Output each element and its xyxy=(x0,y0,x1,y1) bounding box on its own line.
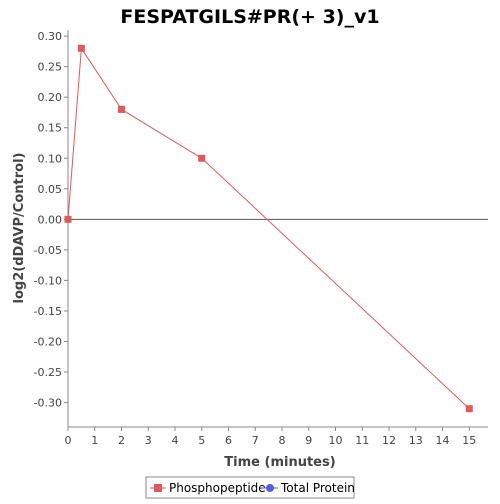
y-tick-label: -0.05 xyxy=(34,244,62,257)
y-tick-label: -0.10 xyxy=(34,274,62,287)
x-tick-label: 11 xyxy=(355,434,369,447)
chart-title: FESPATGILS#PR(+ 3)_v1 xyxy=(120,6,379,28)
series-layer xyxy=(64,44,473,413)
x-tick-label: 3 xyxy=(145,434,152,447)
x-tick-label: 13 xyxy=(409,434,423,447)
legend-label-phosphopeptide: Phosphopeptide xyxy=(169,481,266,495)
y-tick-label: 0.15 xyxy=(38,122,63,135)
legend-box xyxy=(145,476,355,499)
x-tick-label: 8 xyxy=(279,434,286,447)
legend: Phosphopeptide Total Protein xyxy=(145,476,355,499)
x-tick-label: 5 xyxy=(198,434,205,447)
data-point xyxy=(64,215,72,223)
x-tick-label: 1 xyxy=(91,434,98,447)
legend-marker-square xyxy=(154,484,162,492)
y-tick-label: 0.00 xyxy=(38,213,63,226)
legend-item-phosphopeptide: Phosphopeptide xyxy=(150,481,266,495)
data-point xyxy=(118,105,126,113)
data-point xyxy=(465,405,473,413)
data-point xyxy=(198,154,206,162)
y-tick-label: -0.15 xyxy=(34,305,62,318)
legend-label-total-protein: Total Protein xyxy=(280,481,355,495)
x-tick-label: 12 xyxy=(382,434,396,447)
x-tick-label: 2 xyxy=(118,434,125,447)
y-tick-label: 0.05 xyxy=(38,183,63,196)
x-axis-label: Time (minutes) xyxy=(224,455,335,470)
x-tick-label: 4 xyxy=(172,434,179,447)
x-axis-ticks: 0 1 2 3 4 5 6 7 8 9 10 11 12 13 14 15 xyxy=(65,427,476,447)
y-axis-ticks: 0.30 0.25 0.20 0.15 0.10 0.05 0.00 -0.05 -0.10 -0… xyxy=(34,30,68,410)
data-point xyxy=(77,44,85,52)
x-tick-label: 15 xyxy=(462,434,476,447)
y-tick-label: 0.10 xyxy=(38,152,63,165)
y-tick-label: -0.20 xyxy=(34,335,62,348)
y-tick-label: 0.20 xyxy=(38,91,63,104)
y-tick-label: 0.30 xyxy=(38,30,63,43)
x-tick-label: 7 xyxy=(252,434,259,447)
y-axis-label: log2(dDAVP/Control) xyxy=(12,153,27,304)
y-tick-label: -0.30 xyxy=(34,397,62,410)
legend-marker-circle xyxy=(266,484,274,492)
y-tick-label: 0.25 xyxy=(38,61,63,74)
legend-item-total-protein: Total Protein xyxy=(262,481,355,495)
x-tick-label: 6 xyxy=(225,434,232,447)
x-tick-label: 9 xyxy=(305,434,312,447)
x-tick-label: 14 xyxy=(436,434,450,447)
x-tick-label: 0 xyxy=(65,434,72,447)
y-tick-label: -0.25 xyxy=(34,366,62,379)
x-tick-label: 10 xyxy=(329,434,343,447)
